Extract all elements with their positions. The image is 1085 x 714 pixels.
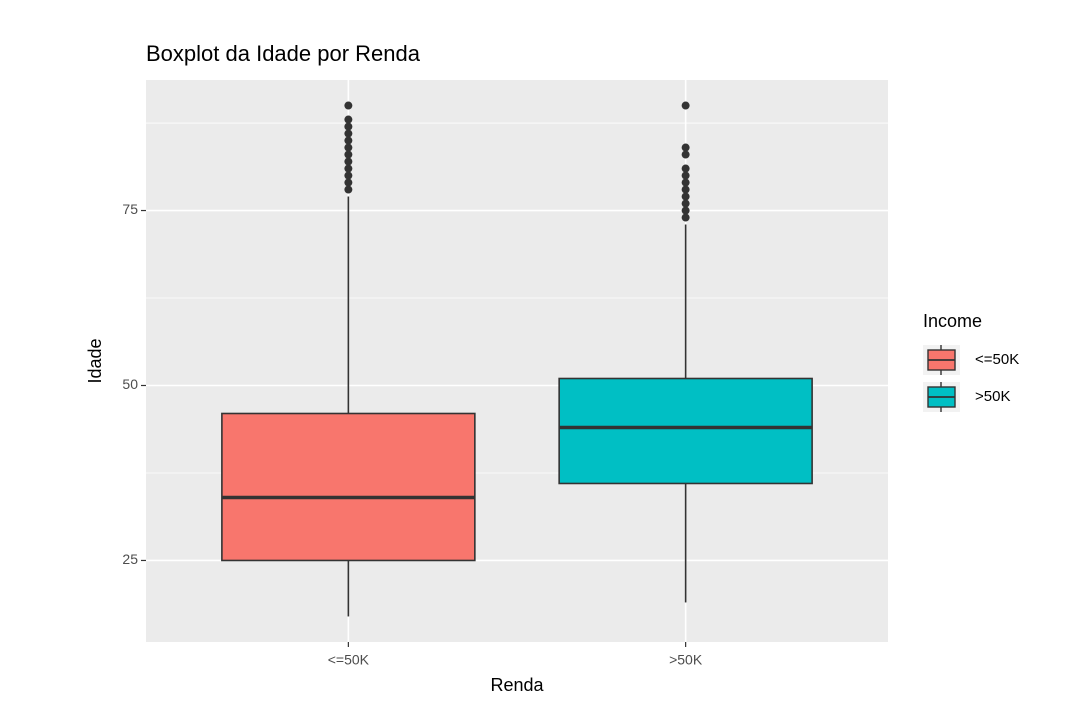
legend-label: <=50K	[975, 351, 1019, 368]
outlier	[681, 143, 690, 152]
y-tick-label: 75	[122, 201, 138, 217]
outlier	[344, 101, 353, 110]
outlier	[344, 150, 353, 159]
box	[558, 377, 813, 485]
outlier	[681, 192, 690, 201]
y-tick-label: 50	[122, 376, 138, 392]
outlier	[344, 122, 353, 131]
outlier	[681, 150, 690, 159]
outlier	[681, 101, 690, 110]
outlier	[681, 185, 690, 194]
box	[221, 412, 476, 562]
outlier	[344, 157, 353, 166]
outlier	[344, 171, 353, 180]
outlier	[344, 164, 353, 173]
outlier	[681, 178, 690, 187]
x-tick-label: >50K	[669, 652, 703, 668]
x-tick-label: <=50K	[328, 652, 370, 668]
legend-label: >50K	[975, 388, 1010, 405]
outlier	[681, 213, 690, 222]
outlier	[344, 129, 353, 138]
outlier	[681, 171, 690, 180]
outlier	[344, 136, 353, 145]
outlier	[681, 164, 690, 173]
outlier	[681, 199, 690, 208]
outlier	[344, 115, 353, 124]
y-axis-title: Idade	[85, 338, 105, 383]
legend-title: Income	[923, 311, 982, 331]
outlier	[344, 143, 353, 152]
chart-title: Boxplot da Idade por Renda	[146, 41, 421, 66]
y-tick-label: 25	[122, 551, 138, 567]
x-axis-title: Renda	[490, 675, 544, 695]
outlier	[344, 185, 353, 194]
outlier	[681, 206, 690, 215]
outlier	[344, 178, 353, 187]
